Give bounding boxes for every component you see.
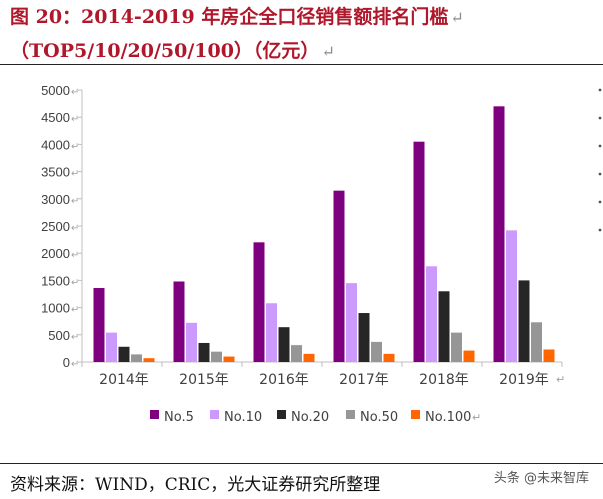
x-tick-label: 2017年	[339, 372, 389, 388]
figure-title-text-2: （TOP5/10/20/50/100）（亿元）	[10, 40, 320, 62]
bar-no10-4	[426, 266, 437, 362]
figure-title-line-1: 图 20：2014-2019 年房企全口径销售额排名门槛 ↵	[10, 2, 464, 29]
legend-label-2: No.20	[291, 410, 329, 425]
source-divider	[0, 463, 603, 464]
x-tick-label: 2019年	[499, 372, 549, 388]
bullet-marker	[598, 116, 602, 120]
y-tick-label: 5000	[41, 83, 70, 98]
return-mark-icon: ↵	[556, 373, 565, 386]
return-mark-icon: ↵	[71, 305, 79, 316]
return-mark-icon: ↵	[71, 114, 79, 125]
bar-no5-0	[93, 288, 105, 362]
return-mark-icon: ↵	[71, 196, 79, 207]
bullet-marker	[598, 144, 602, 148]
bar-no20-4	[438, 291, 450, 362]
bar-no50-4	[451, 332, 462, 362]
bar-no10-1	[186, 322, 197, 362]
bar-no50-3	[371, 341, 382, 362]
return-mark-icon: ↵	[71, 223, 79, 234]
return-mark-icon: ↵	[71, 277, 79, 288]
y-tick-label: 4500	[41, 110, 70, 125]
figure-title-line-2: （TOP5/10/20/50/100）（亿元） ↵	[10, 36, 335, 63]
bar-chart: 0 ↵500 ↵1000 ↵1500 ↵2000 ↵2500 ↵3000 ↵3500 ↵4000…	[41, 83, 602, 425]
bar-no20-5	[518, 280, 530, 362]
bullet-marker	[598, 200, 602, 204]
legend-label-1: No.10	[224, 410, 262, 425]
y-tick-label: 1500	[41, 273, 70, 288]
bullet-marker	[598, 172, 602, 176]
figure-title-text-1: 图 20：2014-2019 年房企全口径销售额排名门槛	[10, 6, 449, 28]
return-mark-icon: ↵	[71, 141, 79, 152]
return-mark-icon: ↵	[321, 42, 335, 61]
legend-swatch-3	[346, 410, 355, 419]
legend-swatch-4	[411, 410, 420, 419]
y-tick-label: 0	[63, 355, 70, 370]
y-tick-label: 3500	[41, 165, 70, 180]
legend-label-0: No.5	[164, 410, 194, 425]
bar-no100-0	[143, 358, 155, 362]
bar-no50-5	[531, 322, 542, 362]
return-mark-icon: ↵	[71, 332, 79, 343]
legend-swatch-1	[210, 410, 219, 419]
bullet-marker	[598, 228, 602, 232]
bar-no20-0	[118, 346, 130, 362]
watermark: 头条 @未来智库	[485, 466, 597, 487]
x-tick-label: 2014年	[99, 372, 149, 388]
bar-no20-3	[358, 313, 370, 362]
return-mark-icon: ↵	[450, 8, 464, 27]
bar-no5-5	[493, 106, 505, 362]
bullet-marker	[598, 88, 602, 92]
y-tick-label: 2500	[41, 219, 70, 234]
title-divider	[0, 64, 603, 65]
return-mark-icon: ↵	[71, 169, 79, 180]
bar-no50-0	[131, 354, 142, 362]
bar-no5-1	[173, 281, 185, 362]
bar-no20-1	[198, 342, 210, 362]
y-tick-label: 3000	[41, 192, 70, 207]
return-mark-icon: ↵	[71, 359, 79, 370]
y-tick-label: 1000	[41, 301, 70, 316]
legend-swatch-2	[277, 410, 286, 419]
y-tick-label: 500	[48, 328, 70, 343]
bar-no10-3	[346, 283, 357, 362]
y-tick-label: 4000	[41, 137, 70, 152]
bar-no50-2	[291, 345, 302, 362]
legend-label-4: No.100	[425, 410, 471, 425]
return-mark-icon: ↵	[71, 87, 79, 98]
bar-no5-3	[333, 190, 345, 362]
bar-no50-1	[211, 351, 222, 362]
return-mark-icon: ↵	[472, 411, 481, 424]
bar-no20-2	[278, 327, 290, 362]
bar-no10-5	[506, 230, 517, 362]
bar-no5-4	[413, 141, 425, 362]
bar-no100-3	[383, 353, 395, 362]
bar-no100-2	[303, 353, 315, 362]
x-tick-label: 2018年	[419, 372, 469, 388]
bar-no10-2	[266, 303, 277, 362]
legend-label-3: No.50	[360, 410, 398, 425]
source-note: 资料来源：WIND，CRIC，光大证券研究所整理	[10, 475, 381, 495]
bar-no5-2	[253, 242, 265, 362]
bar-no100-5	[543, 349, 555, 362]
bar-no100-1	[223, 356, 235, 362]
x-tick-label: 2016年	[259, 372, 309, 388]
bar-no100-4	[463, 350, 475, 362]
return-mark-icon: ↵	[71, 250, 79, 261]
bar-no10-0	[106, 332, 117, 362]
x-tick-label: 2015年	[179, 372, 229, 388]
legend-swatch-0	[150, 410, 159, 419]
y-tick-label: 2000	[41, 246, 70, 261]
